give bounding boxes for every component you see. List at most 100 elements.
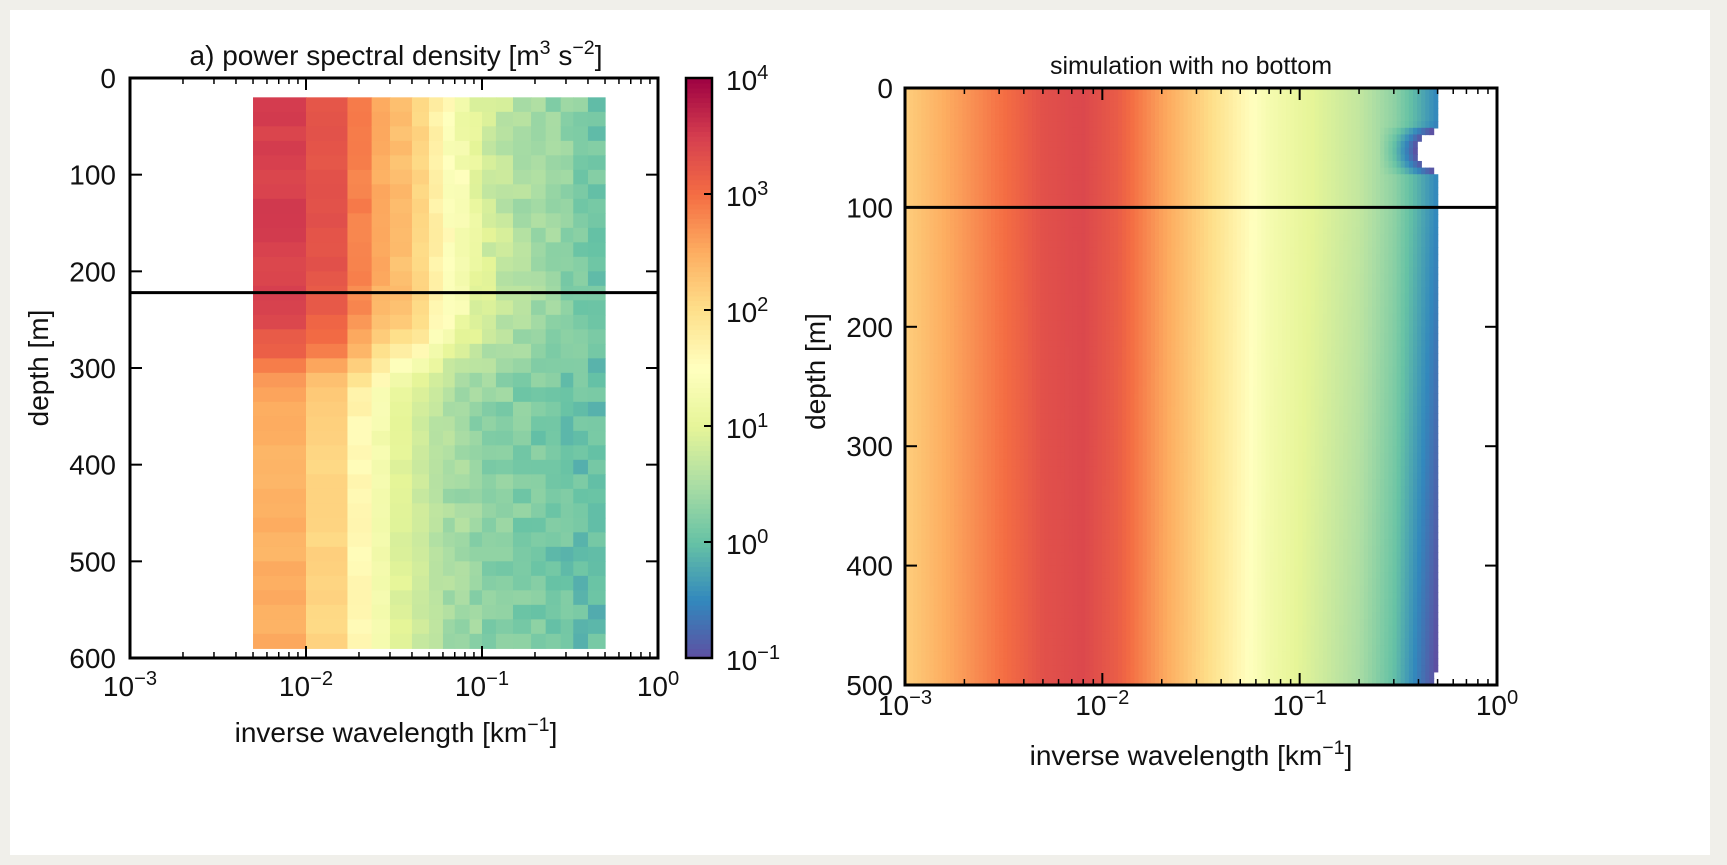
- heatmap-cell: [921, 618, 927, 626]
- heatmap-cell: [495, 590, 514, 606]
- heatmap-cell: [978, 293, 984, 301]
- heatmap-cell: [1077, 267, 1082, 275]
- heatmap-cell: [1036, 280, 1041, 288]
- heatmap-cell: [966, 134, 972, 142]
- heatmap-cell: [974, 333, 980, 341]
- heatmap-cell: [1036, 147, 1041, 156]
- heatmap-cell: [347, 184, 373, 200]
- heatmap-cell: [371, 532, 391, 548]
- heatmap-cell: [933, 486, 939, 494]
- heatmap-cell: [921, 313, 927, 321]
- heatmap-cell: [995, 207, 1000, 215]
- heatmap-cell: [970, 413, 976, 421]
- heatmap-cell: [1060, 107, 1066, 116]
- heatmap-cell: [1032, 127, 1037, 136]
- heatmap-cell: [958, 273, 964, 282]
- colorbar-segment: [686, 421, 712, 427]
- heatmap-cell: [1056, 194, 1062, 202]
- heatmap-cell: [982, 107, 988, 116]
- heatmap-cell: [1032, 340, 1037, 348]
- heatmap-cell: [1015, 625, 1021, 633]
- heatmap-cell: [905, 94, 910, 102]
- heatmap-cell: [945, 160, 951, 169]
- heatmap-cell: [1027, 247, 1033, 255]
- heatmap-cell: [950, 200, 955, 209]
- heatmap-cell: [1064, 326, 1070, 335]
- heatmap-cell: [962, 452, 968, 461]
- heatmap-cell: [1064, 240, 1070, 248]
- heatmap-cell: [991, 207, 996, 215]
- heatmap-cell: [905, 625, 910, 633]
- heatmap-cell: [986, 326, 992, 335]
- heatmap-cell: [1068, 532, 1074, 540]
- heatmap-cell: [1044, 306, 1050, 315]
- heatmap-cell: [921, 160, 927, 169]
- heatmap-cell: [1081, 353, 1086, 361]
- heatmap-cell: [1007, 486, 1013, 494]
- heatmap-cell: [587, 227, 606, 243]
- heatmap-cell: [913, 306, 918, 315]
- heatmap-cell: [1019, 320, 1025, 328]
- heatmap-cell: [1044, 127, 1050, 136]
- heatmap-cell: [933, 419, 939, 427]
- heatmap-cell: [991, 479, 996, 487]
- heatmap-cell: [941, 539, 947, 547]
- heatmap-cell: [909, 472, 914, 481]
- heatmap-cell: [1044, 459, 1050, 467]
- heatmap-cell: [1060, 220, 1066, 228]
- heatmap-cell: [482, 503, 497, 519]
- heatmap-cell: [1077, 399, 1082, 408]
- heatmap-cell: [1040, 612, 1045, 620]
- heatmap-cell: [1019, 499, 1025, 507]
- heatmap-cell: [982, 486, 988, 494]
- heatmap-cell: [995, 479, 1000, 487]
- heatmap-cell: [1036, 552, 1041, 560]
- heatmap-cell: [587, 358, 606, 374]
- heatmap-cell: [966, 379, 972, 388]
- heatmap-cell: [1072, 207, 1078, 215]
- heatmap-cell: [1036, 88, 1041, 96]
- heatmap-cell: [1081, 671, 1086, 680]
- heatmap-cell: [966, 618, 972, 626]
- heatmap-cell: [999, 326, 1005, 335]
- heatmap-cell: [389, 300, 413, 316]
- heatmap-cell: [1040, 565, 1045, 573]
- heatmap-cell: [1072, 612, 1078, 620]
- heatmap-cell: [958, 525, 964, 534]
- heatmap-cell: [1015, 578, 1021, 587]
- heatmap-cell: [921, 651, 927, 660]
- heatmap-cell: [962, 446, 968, 454]
- heatmap-cell: [978, 432, 984, 441]
- heatmap-cell: [905, 645, 910, 653]
- heatmap-cell: [978, 207, 984, 215]
- heatmap-cell: [913, 618, 918, 626]
- heatmap-cell: [1085, 320, 1091, 328]
- heatmap-cell: [389, 532, 413, 548]
- heatmap-cell: [1060, 598, 1066, 607]
- heatmap-cell: [1060, 459, 1066, 467]
- colorbar-tick-label-exp: 4: [757, 62, 768, 84]
- heatmap-cell: [966, 472, 972, 481]
- heatmap-cell: [995, 393, 1000, 401]
- heatmap-cell: [442, 242, 456, 258]
- heatmap-cell: [1085, 180, 1091, 189]
- heatmap-cell: [986, 671, 992, 680]
- heatmap-cell: [1027, 253, 1033, 262]
- heatmap-cell: [1048, 194, 1054, 202]
- heatmap-cell: [573, 590, 589, 606]
- heatmap-cell: [986, 492, 992, 500]
- heatmap-cell: [974, 247, 980, 255]
- heatmap-cell: [1077, 253, 1082, 262]
- heatmap-cell: [999, 114, 1005, 122]
- heatmap-cell: [978, 180, 984, 189]
- heatmap-cell: [941, 101, 947, 109]
- heatmap-cell: [999, 127, 1005, 136]
- heatmap-cell: [1081, 114, 1086, 122]
- heatmap-cell: [954, 127, 959, 136]
- heatmap-cell: [982, 658, 988, 666]
- heatmap-cell: [909, 340, 914, 348]
- heatmap-cell: [531, 532, 547, 548]
- heatmap-cell: [905, 406, 910, 414]
- heatmap-cell: [1060, 373, 1066, 381]
- heatmap-cell: [970, 499, 976, 507]
